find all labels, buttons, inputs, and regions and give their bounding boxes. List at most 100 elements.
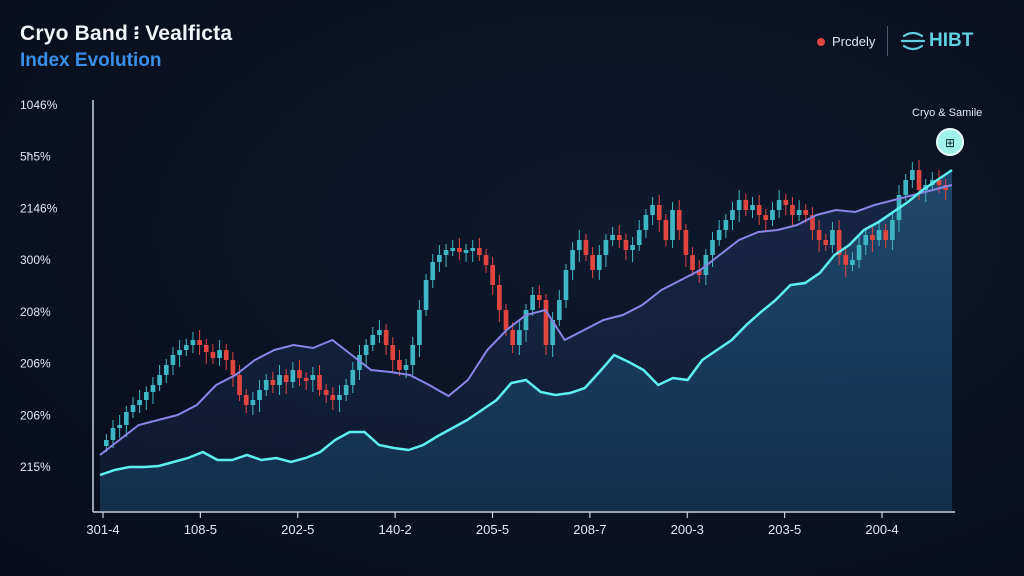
y-tick-label: 206% — [20, 408, 51, 422]
candle-body — [763, 215, 769, 220]
x-tick-label: 301-4 — [86, 522, 119, 537]
candle-body — [670, 210, 675, 240]
candle-body — [437, 255, 442, 262]
candle-body — [257, 390, 262, 400]
candle-body — [596, 255, 602, 270]
cyan-area-fill — [100, 170, 952, 511]
candle-body — [490, 265, 496, 285]
candle-body — [303, 378, 309, 381]
annotation-marker[interactable] — [936, 128, 964, 156]
candle-body — [890, 220, 895, 240]
candle-body — [130, 405, 136, 412]
y-tick-label: 300% — [20, 253, 51, 267]
candle-body — [190, 340, 196, 345]
candle-body — [483, 255, 489, 265]
y-tick-label: 1046% — [20, 98, 58, 112]
candle-body — [676, 210, 682, 230]
candle-body — [217, 350, 222, 358]
candle-body — [210, 352, 216, 358]
candle-body — [117, 425, 122, 428]
candle-body — [143, 392, 149, 400]
candle-body — [423, 280, 429, 310]
candle-body — [590, 255, 595, 270]
x-axis-ticks: 301-4 108-5 202-5 140-2 205-5 208-7 200-3 203-5… — [86, 512, 899, 537]
candle-body — [576, 240, 582, 250]
candle-body — [536, 295, 542, 300]
candle-body — [563, 270, 569, 300]
candle-body — [603, 240, 609, 255]
candle-body — [317, 375, 322, 390]
candle-body — [270, 380, 276, 385]
candle-body — [277, 375, 282, 385]
candle-body — [330, 395, 336, 400]
candle-body — [350, 370, 356, 385]
candle-body — [457, 248, 462, 252]
candle-body — [443, 250, 449, 255]
candle-body — [343, 385, 349, 395]
candle-body — [223, 350, 229, 360]
chart-title: Cryo Band ፧ Vealficta — [20, 22, 233, 45]
y-axis-ticks: 1046% 5ħ5% 2146% 300% 208% 206% 206% 215% — [20, 98, 58, 474]
candle-body — [823, 240, 829, 245]
annotation-label: Cryo & Samile — [912, 107, 982, 119]
candle-body — [543, 300, 549, 345]
candle-body — [716, 230, 722, 240]
candle-body — [843, 255, 849, 265]
candle-body — [297, 370, 302, 378]
candle-body — [250, 400, 256, 405]
candle-body — [696, 270, 702, 275]
candle-body — [237, 375, 242, 395]
candle-body — [157, 375, 162, 385]
candle-body — [310, 375, 316, 380]
candle-body — [583, 240, 589, 255]
candle-body — [850, 260, 855, 265]
candle-body — [610, 235, 615, 240]
candle-body — [243, 395, 249, 405]
candle-body — [643, 215, 649, 230]
candle-body — [417, 310, 422, 345]
candle-body — [870, 235, 875, 240]
candle-body — [377, 330, 382, 335]
y-tick-label: 215% — [20, 460, 51, 474]
candle-body — [623, 240, 629, 250]
candle-body — [630, 245, 635, 250]
purple-series-line — [99, 184, 953, 456]
candle-body — [690, 255, 695, 270]
cyan-area-shape — [100, 170, 952, 511]
brand-logo[interactable]: HIBT — [901, 30, 973, 52]
y-tick-label: 2146% — [20, 201, 58, 215]
candle-body — [450, 248, 456, 251]
candle-body — [796, 210, 802, 215]
candle-body — [383, 330, 389, 345]
candle-body — [790, 205, 795, 215]
candle-body — [530, 295, 535, 310]
candle-body — [517, 330, 522, 345]
candle-body — [710, 240, 715, 255]
x-tick-label: 203-5 — [768, 522, 801, 537]
candle-body — [723, 220, 729, 230]
candle-body — [390, 345, 396, 360]
x-tick-label: 108-5 — [184, 522, 217, 537]
candle-body — [816, 230, 822, 240]
candle-body — [810, 215, 815, 230]
candle-body — [263, 380, 269, 390]
legend-dot-icon — [817, 37, 825, 46]
candle-body — [903, 180, 909, 195]
candle-body — [863, 235, 869, 245]
x-tick-label: 200-4 — [865, 522, 898, 537]
candle-body — [756, 205, 762, 215]
chart-legend: Prcdely — [817, 34, 875, 49]
candle-body — [197, 340, 202, 345]
legend-label: Prcdely — [832, 34, 876, 49]
candle-body — [523, 310, 529, 330]
candle-body — [363, 345, 369, 355]
candle-body — [403, 365, 409, 370]
candle-body — [836, 230, 842, 255]
x-tick-label: 202-5 — [281, 522, 314, 537]
header-divider — [887, 26, 888, 56]
candle-body — [110, 428, 116, 440]
brand-name: HIBT — [929, 30, 974, 51]
candle-body — [290, 370, 296, 382]
candle-body — [183, 345, 189, 350]
